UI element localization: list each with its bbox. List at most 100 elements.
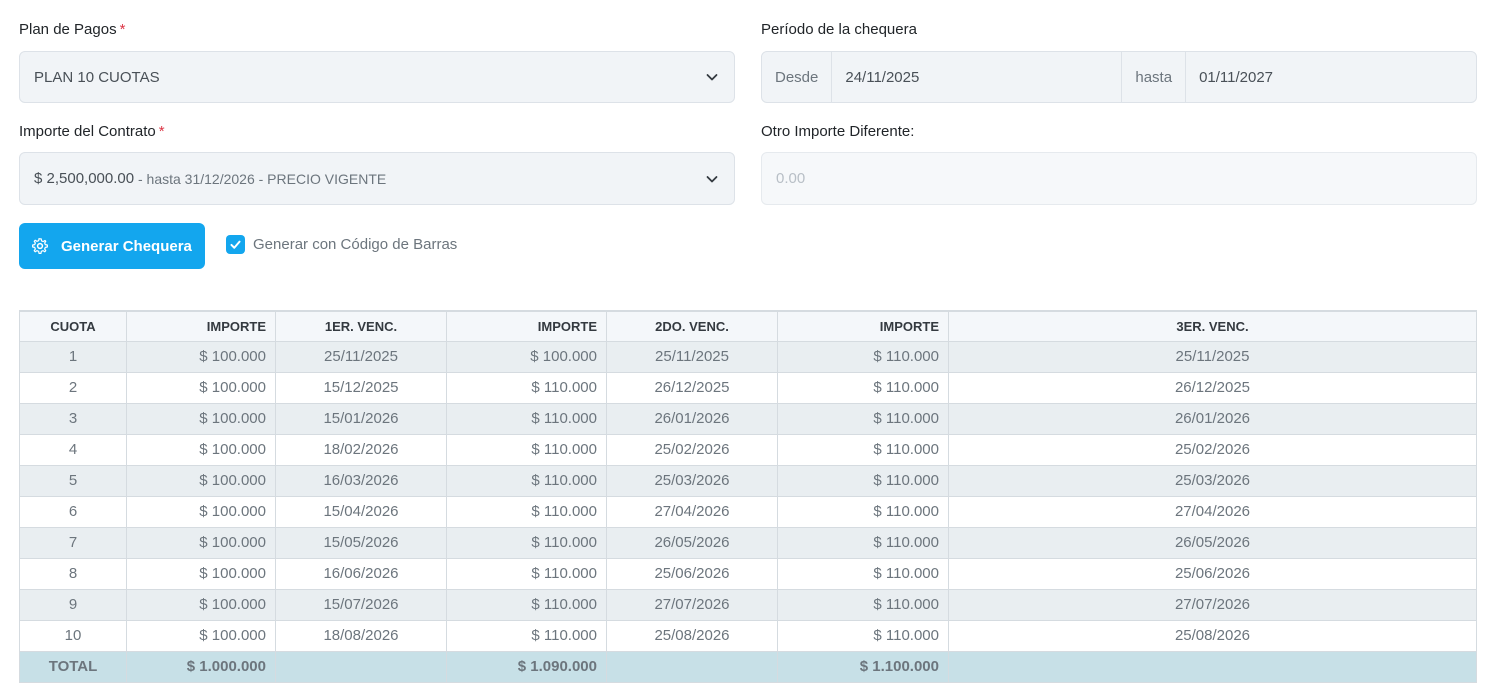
- cell-venc-1: 16/06/2026: [275, 557, 447, 590]
- cell-importe-2: $ 110.000: [446, 464, 607, 497]
- barcode-checkbox[interactable]: [226, 235, 245, 254]
- cell-cuota: 3: [19, 402, 127, 435]
- table-row: 5 $ 100.000 16/03/2026 $ 110.000 25/03/2026 $…: [19, 464, 1477, 497]
- table-row: 3 $ 100.000 15/01/2026 $ 110.000 26/01/2026 $…: [19, 402, 1477, 435]
- cell-importe-2: $ 110.000: [446, 619, 607, 652]
- table-row: 1 $ 100.000 25/11/2025 $ 100.000 25/11/2025 $…: [19, 340, 1477, 373]
- header-cuota: CUOTA: [19, 310, 127, 342]
- importe-label-text: Importe del Contrato: [19, 123, 156, 140]
- cell-importe-1: $ 100.000: [126, 340, 276, 373]
- cell-venc-2: 25/11/2025: [606, 340, 778, 373]
- cell-venc-1: 15/07/2026: [275, 588, 447, 621]
- table-row: 7 $ 100.000 15/05/2026 $ 110.000 26/05/2026 $…: [19, 526, 1477, 559]
- total-importe-1: $ 1.000.000: [126, 650, 276, 683]
- cell-venc-3: 26/12/2025: [948, 371, 1477, 404]
- chequera-table: CUOTA IMPORTE 1ER. VENC. IMPORTE 2DO. VE…: [19, 310, 1477, 683]
- table-header-row: CUOTA IMPORTE 1ER. VENC. IMPORTE 2DO. VE…: [19, 310, 1477, 342]
- header-venc-3: 3ER. VENC.: [948, 310, 1477, 342]
- cell-venc-1: 15/12/2025: [275, 371, 447, 404]
- generate-chequera-button[interactable]: Generar Chequera: [19, 223, 205, 269]
- cell-importe-3: $ 110.000: [777, 495, 949, 528]
- header-importe-1: IMPORTE: [126, 310, 276, 342]
- cell-venc-2: 25/08/2026: [606, 619, 778, 652]
- cell-importe-1: $ 100.000: [126, 557, 276, 590]
- cell-importe-2: $ 110.000: [446, 402, 607, 435]
- generate-chequera-label: Generar Chequera: [61, 237, 192, 255]
- cell-importe-3: $ 110.000: [777, 433, 949, 466]
- importe-detail: - hasta 31/12/2026 - PRECIO VIGENTE: [134, 170, 387, 187]
- table-row: 6 $ 100.000 15/04/2026 $ 110.000 27/04/2026 $…: [19, 495, 1477, 528]
- cell-importe-3: $ 110.000: [777, 402, 949, 435]
- barcode-checkbox-label: Generar con Código de Barras: [253, 236, 458, 253]
- cell-venc-2: 26/05/2026: [606, 526, 778, 559]
- cell-venc-1: 15/01/2026: [275, 402, 447, 435]
- cell-importe-2: $ 100.000: [446, 340, 607, 373]
- cell-venc-3: 26/05/2026: [948, 526, 1477, 559]
- cell-venc-2: 25/03/2026: [606, 464, 778, 497]
- total-label: TOTAL: [19, 650, 127, 683]
- cell-cuota: 9: [19, 588, 127, 621]
- cell-venc-3: 25/08/2026: [948, 619, 1477, 652]
- cell-cuota: 4: [19, 433, 127, 466]
- table-row: 8 $ 100.000 16/06/2026 $ 110.000 25/06/2026 $…: [19, 557, 1477, 590]
- header-importe-3: IMPORTE: [777, 310, 949, 342]
- cell-cuota: 7: [19, 526, 127, 559]
- table-row: 2 $ 100.000 15/12/2025 $ 110.000 26/12/2025 $…: [19, 371, 1477, 404]
- cell-importe-1: $ 100.000: [126, 588, 276, 621]
- total-empty-2: [606, 650, 778, 683]
- barcode-checkbox-wrap[interactable]: Generar con Código de Barras: [226, 235, 457, 254]
- period-to-addon: hasta: [1121, 52, 1187, 102]
- total-importe-3: $ 1.100.000: [777, 650, 949, 683]
- check-icon: [230, 240, 241, 249]
- importe-label: Importe del Contrato *: [19, 123, 165, 140]
- cell-venc-2: 27/04/2026: [606, 495, 778, 528]
- cell-venc-3: 25/11/2025: [948, 340, 1477, 373]
- otro-importe-input[interactable]: 0.00: [761, 152, 1477, 205]
- importe-select[interactable]: $ 2,500,000.00 - hasta 31/12/2026 - PREC…: [19, 152, 735, 205]
- header-venc-1: 1ER. VENC.: [275, 310, 447, 342]
- cell-venc-2: 26/12/2025: [606, 371, 778, 404]
- cell-venc-3: 25/03/2026: [948, 464, 1477, 497]
- period-to-input[interactable]: 01/11/2027: [1199, 68, 1274, 86]
- cell-importe-1: $ 100.000: [126, 495, 276, 528]
- cell-importe-3: $ 110.000: [777, 526, 949, 559]
- cell-importe-2: $ 110.000: [446, 526, 607, 559]
- cell-importe-2: $ 110.000: [446, 557, 607, 590]
- period-from-input[interactable]: 24/11/2025: [845, 68, 920, 86]
- cell-venc-3: 26/01/2026: [948, 402, 1477, 435]
- importe-amount: $ 2,500,000.00: [34, 170, 135, 187]
- cell-venc-3: 27/07/2026: [948, 588, 1477, 621]
- period-from-addon: Desde: [762, 52, 833, 102]
- cell-importe-2: $ 110.000: [446, 588, 607, 621]
- cell-venc-2: 27/07/2026: [606, 588, 778, 621]
- cell-importe-1: $ 100.000: [126, 464, 276, 497]
- cell-venc-2: 25/06/2026: [606, 557, 778, 590]
- cell-importe-2: $ 110.000: [446, 433, 607, 466]
- cell-importe-1: $ 100.000: [126, 371, 276, 404]
- cell-cuota: 1: [19, 340, 127, 373]
- cell-importe-3: $ 110.000: [777, 588, 949, 621]
- cell-importe-3: $ 110.000: [777, 371, 949, 404]
- cell-importe-2: $ 110.000: [446, 371, 607, 404]
- otro-importe-label: Otro Importe Diferente:: [761, 123, 915, 140]
- cell-importe-3: $ 110.000: [777, 464, 949, 497]
- period-label: Período de la chequera: [761, 21, 917, 38]
- plan-select[interactable]: PLAN 10 CUOTAS: [19, 51, 735, 103]
- cell-venc-2: 26/01/2026: [606, 402, 778, 435]
- cell-cuota: 8: [19, 557, 127, 590]
- cell-importe-1: $ 100.000: [126, 619, 276, 652]
- table-row: 9 $ 100.000 15/07/2026 $ 110.000 27/07/2026 $…: [19, 588, 1477, 621]
- total-empty-3: [948, 650, 1477, 683]
- table-total-row: TOTAL $ 1.000.000 $ 1.090.000 $ 1.100.00…: [19, 650, 1477, 683]
- total-empty-1: [275, 650, 447, 683]
- total-importe-2: $ 1.090.000: [446, 650, 607, 683]
- required-mark: *: [119, 21, 126, 38]
- header-importe-2: IMPORTE: [446, 310, 607, 342]
- cell-venc-2: 25/02/2026: [606, 433, 778, 466]
- period-range: Desde 24/11/2025 hasta 01/11/2027: [761, 51, 1477, 103]
- required-mark: *: [158, 123, 165, 140]
- cell-venc-1: 18/08/2026: [275, 619, 447, 652]
- cell-importe-3: $ 110.000: [777, 619, 949, 652]
- chevron-down-icon: [706, 74, 718, 81]
- cell-cuota: 5: [19, 464, 127, 497]
